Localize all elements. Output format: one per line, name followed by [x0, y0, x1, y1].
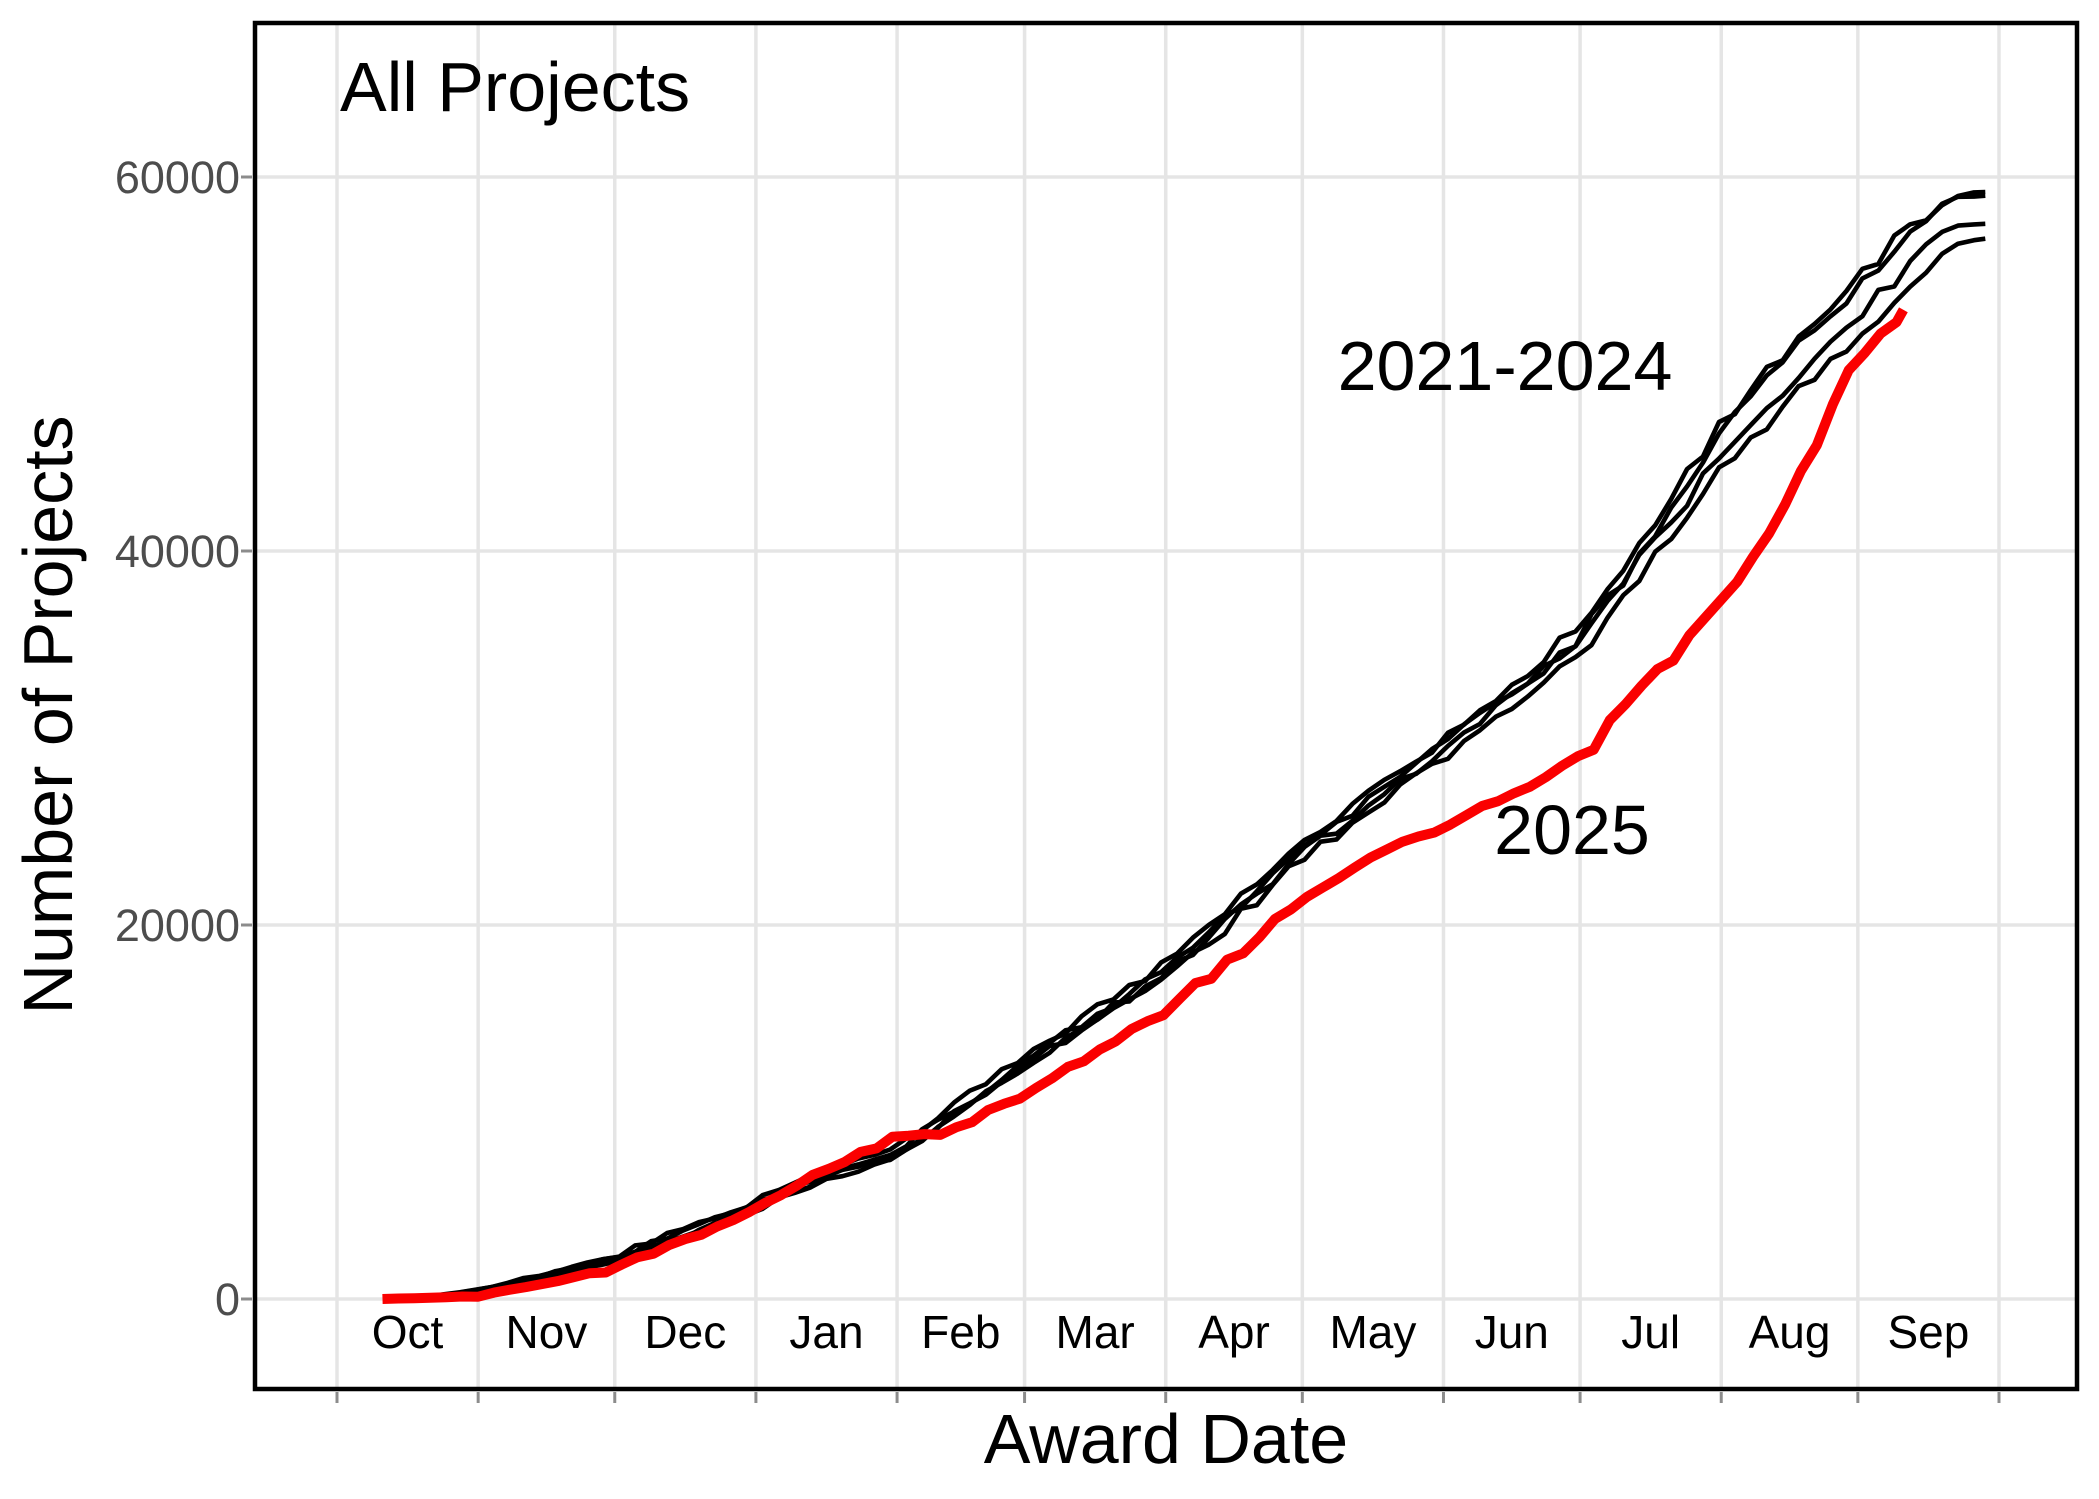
annotation-current-year: 2025: [1494, 791, 1650, 869]
x-tick-label: Oct: [371, 1306, 444, 1358]
series-line-2022: [396, 193, 1986, 1302]
x-tick-label: Sep: [1887, 1306, 1970, 1358]
y-tick-label: 40000: [114, 526, 240, 577]
x-tick-label: Mar: [1055, 1306, 1135, 1358]
y-tick-label: 20000: [114, 900, 240, 951]
series-line-2021: [395, 189, 1986, 1302]
x-tick-label: Aug: [1748, 1306, 1831, 1358]
series-line-2023: [396, 221, 1986, 1302]
y-tick-label: 60000: [114, 152, 240, 203]
annotation-prior-years: 2021-2024: [1337, 327, 1673, 405]
x-tick-label: Nov: [505, 1306, 588, 1358]
x-tick-label: Dec: [644, 1306, 727, 1358]
x-tick-label: Jun: [1474, 1306, 1549, 1358]
x-axis-title: Award Date: [983, 1400, 1349, 1478]
series-line-2025: [382, 307, 1908, 1304]
x-tick-label: Jul: [1621, 1306, 1681, 1358]
x-tick-label: Jan: [789, 1306, 864, 1358]
chart-title: All Projects: [340, 48, 691, 126]
x-tick-label: Apr: [1198, 1306, 1270, 1358]
panel-border: [252, 20, 2080, 1392]
x-tick-label: May: [1329, 1306, 1417, 1358]
y-tick-label: 0: [214, 1274, 240, 1325]
x-tick-label: Feb: [921, 1306, 1001, 1358]
